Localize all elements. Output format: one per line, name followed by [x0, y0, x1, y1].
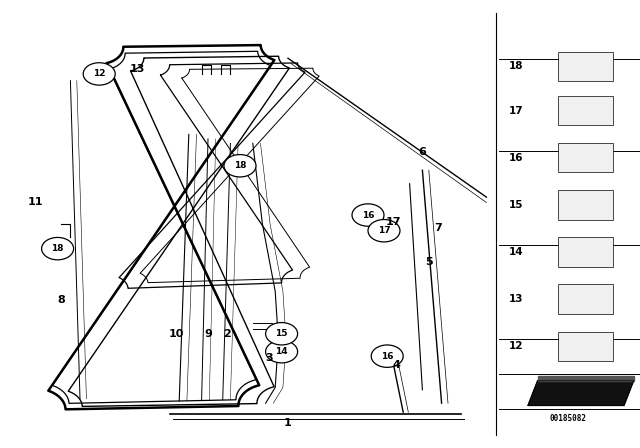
Text: 15: 15 [509, 200, 524, 210]
Text: 11: 11 [28, 197, 43, 207]
Text: 3: 3 [265, 353, 273, 363]
Text: 8: 8 [57, 295, 65, 305]
Text: 10: 10 [168, 329, 184, 339]
Text: 16: 16 [362, 211, 374, 220]
FancyBboxPatch shape [559, 190, 613, 220]
Circle shape [224, 155, 256, 177]
Circle shape [83, 63, 115, 85]
Text: 5: 5 [425, 257, 433, 267]
FancyBboxPatch shape [559, 143, 613, 172]
Text: 16: 16 [509, 153, 524, 163]
Text: 18: 18 [509, 61, 524, 71]
Text: 14: 14 [509, 247, 524, 257]
Text: 12: 12 [93, 69, 106, 78]
Text: 9: 9 [204, 329, 212, 339]
FancyBboxPatch shape [559, 52, 613, 81]
Circle shape [371, 345, 403, 367]
Circle shape [266, 340, 298, 363]
Text: 18: 18 [234, 161, 246, 170]
Text: 16: 16 [381, 352, 394, 361]
Text: 17: 17 [378, 226, 390, 235]
FancyBboxPatch shape [559, 284, 613, 314]
Polygon shape [528, 381, 634, 405]
FancyBboxPatch shape [559, 237, 613, 267]
Text: 15: 15 [275, 329, 288, 338]
Text: 4: 4 [393, 360, 401, 370]
Text: 17: 17 [509, 106, 524, 116]
Text: 12: 12 [509, 341, 524, 351]
FancyBboxPatch shape [559, 332, 613, 361]
Circle shape [352, 204, 384, 226]
Text: 17: 17 [386, 217, 401, 227]
Text: 18: 18 [51, 244, 64, 253]
Circle shape [368, 220, 400, 242]
FancyBboxPatch shape [559, 96, 613, 125]
Text: 7: 7 [435, 224, 442, 233]
Text: 13: 13 [130, 65, 145, 74]
Text: 00185082: 00185082 [550, 414, 587, 423]
Circle shape [266, 323, 298, 345]
Text: 6: 6 [419, 147, 426, 157]
Text: 1: 1 [284, 418, 292, 428]
Text: 13: 13 [509, 294, 524, 304]
Circle shape [42, 237, 74, 260]
Polygon shape [538, 376, 634, 381]
Text: 14: 14 [275, 347, 288, 356]
Text: 2: 2 [223, 329, 231, 339]
